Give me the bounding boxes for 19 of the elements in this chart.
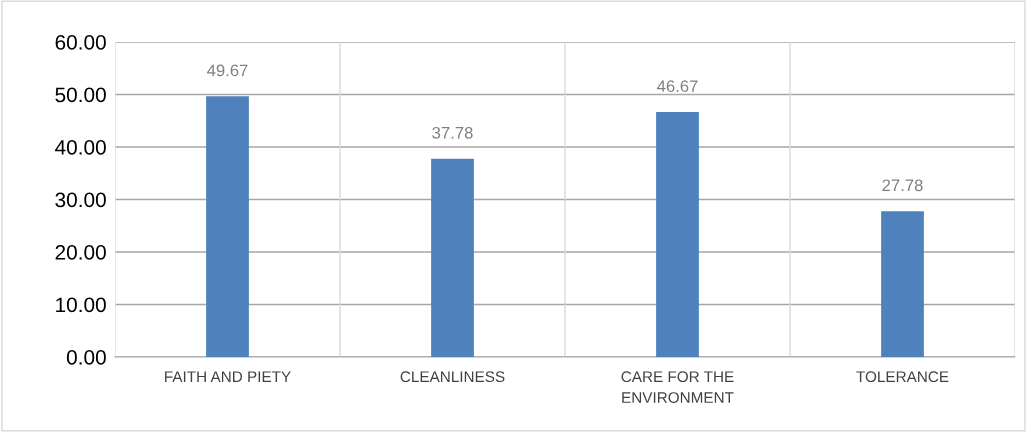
y-tick-label: 0.00 bbox=[66, 350, 106, 365]
x-tick-label: FAITH AND PIETY bbox=[165, 371, 291, 382]
bar bbox=[881, 211, 924, 357]
bar bbox=[431, 158, 474, 357]
x-tick-label: CLEANLINESS bbox=[400, 371, 505, 383]
data-label: 37.78 bbox=[432, 126, 473, 139]
data-label: 46.67 bbox=[657, 80, 698, 93]
data-label: 27.78 bbox=[882, 179, 923, 192]
data-label: 49.67 bbox=[207, 64, 248, 77]
y-tick-label: 30.00 bbox=[55, 192, 106, 208]
bar bbox=[206, 96, 249, 357]
bar bbox=[656, 111, 699, 357]
y-tick-label: 10.00 bbox=[56, 297, 106, 313]
x-tick-label: CARE FOR THE ENVIRONMENT bbox=[621, 371, 734, 403]
y-tick-label: 50.00 bbox=[55, 87, 106, 103]
y-tick-label: 60.00 bbox=[55, 35, 106, 50]
x-tick-label: TOLERANCE bbox=[856, 371, 949, 383]
y-tick-label: 40.00 bbox=[55, 140, 106, 155]
y-tick-label: 20.00 bbox=[55, 245, 106, 260]
